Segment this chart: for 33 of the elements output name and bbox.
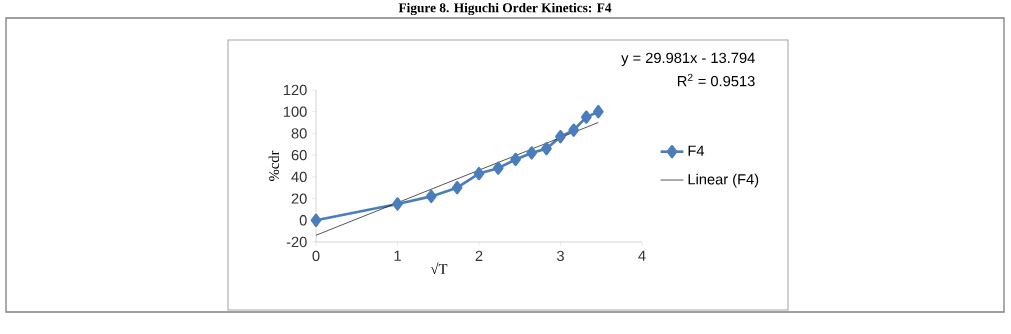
y-tick-label: 60 bbox=[291, 149, 307, 161]
legend-label: Linear (F4) bbox=[688, 173, 759, 188]
chart-title: Figure 8. Higuchi Order Kinetics: F4 bbox=[398, 2, 612, 16]
x-tick-label: 1 bbox=[394, 250, 401, 261]
y-tick-label: 80 bbox=[291, 128, 307, 139]
x-tick-label: 3 bbox=[556, 250, 564, 262]
point bbox=[555, 130, 566, 144]
point bbox=[310, 213, 322, 227]
point bbox=[492, 161, 504, 175]
point bbox=[392, 197, 403, 211]
point bbox=[568, 123, 580, 137]
x-tick-label: 2 bbox=[475, 250, 483, 261]
y-tick-label: -20 bbox=[286, 236, 307, 248]
point bbox=[526, 146, 537, 160]
point bbox=[592, 105, 604, 119]
y-axis-title: %cdr bbox=[268, 150, 279, 181]
point bbox=[425, 189, 437, 204]
text: R$^{2}$ = 0.9513 bbox=[677, 73, 755, 87]
point bbox=[541, 141, 552, 156]
y-tick-label: 0 bbox=[299, 215, 307, 226]
y-tick-label: 100 bbox=[283, 106, 307, 117]
legend-label: F4 bbox=[688, 145, 705, 156]
y-tick-label: 40 bbox=[291, 171, 307, 183]
x-axis-title: √T bbox=[430, 262, 448, 274]
x-tick-label: 0 bbox=[312, 250, 320, 262]
point bbox=[473, 166, 485, 181]
y-tick-label: 120 bbox=[283, 84, 307, 96]
text: y = 29.981x - 13.794 bbox=[621, 52, 755, 66]
y-tick-label: 20 bbox=[291, 193, 307, 204]
x-tick-label: 4 bbox=[638, 250, 646, 261]
point bbox=[580, 110, 592, 124]
point bbox=[510, 152, 521, 167]
point bbox=[451, 181, 463, 195]
